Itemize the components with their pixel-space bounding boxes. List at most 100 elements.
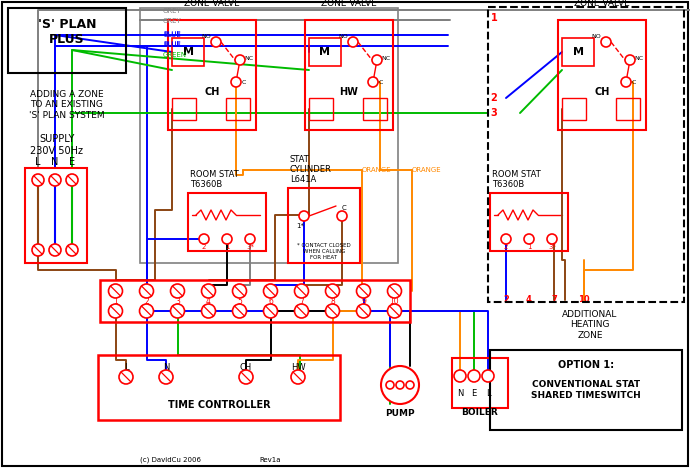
Text: L: L bbox=[35, 157, 41, 167]
Circle shape bbox=[337, 211, 347, 221]
Text: 'S' PLAN
PLUS: 'S' PLAN PLUS bbox=[38, 18, 96, 46]
Text: 3*: 3* bbox=[246, 244, 254, 250]
Bar bbox=[172, 98, 196, 120]
Text: N: N bbox=[388, 382, 393, 388]
Circle shape bbox=[368, 77, 378, 87]
Circle shape bbox=[482, 370, 494, 382]
Text: STAT: STAT bbox=[290, 155, 310, 164]
Circle shape bbox=[357, 284, 371, 298]
Text: M: M bbox=[573, 47, 584, 57]
Circle shape bbox=[199, 234, 209, 244]
Bar bbox=[25, 168, 87, 263]
Bar bbox=[490, 193, 568, 251]
Text: ROOM STAT: ROOM STAT bbox=[492, 170, 541, 179]
Text: 10: 10 bbox=[390, 297, 400, 306]
Text: 7: 7 bbox=[299, 297, 304, 306]
Circle shape bbox=[396, 381, 404, 389]
Text: L: L bbox=[124, 363, 128, 372]
Bar bbox=[288, 188, 360, 263]
Circle shape bbox=[233, 284, 246, 298]
Circle shape bbox=[139, 284, 153, 298]
Text: CH: CH bbox=[240, 363, 252, 372]
Circle shape bbox=[388, 304, 402, 318]
Circle shape bbox=[66, 244, 78, 256]
Circle shape bbox=[454, 370, 466, 382]
Text: E: E bbox=[398, 382, 402, 388]
Text: V4043H
ZONE VALVE: V4043H ZONE VALVE bbox=[574, 0, 630, 8]
Text: L: L bbox=[408, 382, 412, 388]
Text: V4043H
ZONE VALVE: V4043H ZONE VALVE bbox=[184, 0, 240, 8]
Bar bbox=[305, 20, 393, 130]
Circle shape bbox=[222, 234, 232, 244]
Circle shape bbox=[388, 284, 402, 298]
Circle shape bbox=[49, 174, 61, 186]
Bar bbox=[172, 38, 204, 66]
Text: N: N bbox=[51, 157, 59, 167]
Text: V4043H
ZONE VALVE: V4043H ZONE VALVE bbox=[321, 0, 377, 8]
Text: T6360B: T6360B bbox=[492, 180, 524, 189]
Text: 1: 1 bbox=[526, 244, 531, 250]
Text: M: M bbox=[319, 47, 331, 57]
Text: 2: 2 bbox=[491, 93, 497, 103]
Circle shape bbox=[326, 284, 339, 298]
Text: TIME CONTROLLER: TIME CONTROLLER bbox=[168, 400, 270, 410]
Bar bbox=[363, 98, 387, 120]
Text: 3*: 3* bbox=[548, 244, 556, 250]
Circle shape bbox=[372, 55, 382, 65]
Text: CH: CH bbox=[594, 87, 610, 97]
Bar bbox=[140, 8, 398, 263]
Circle shape bbox=[108, 284, 123, 298]
Bar bbox=[452, 358, 508, 408]
Circle shape bbox=[231, 77, 241, 87]
Text: NC: NC bbox=[381, 56, 390, 60]
Text: 6: 6 bbox=[268, 297, 273, 306]
Text: 2: 2 bbox=[144, 297, 149, 306]
Text: ADDING A ZONE
TO AN EXISTING
'S' PLAN SYSTEM: ADDING A ZONE TO AN EXISTING 'S' PLAN SY… bbox=[29, 90, 105, 120]
Circle shape bbox=[233, 304, 246, 318]
Text: 2: 2 bbox=[504, 244, 509, 250]
Text: PUMP: PUMP bbox=[385, 409, 415, 417]
Circle shape bbox=[66, 174, 78, 186]
Bar bbox=[309, 98, 333, 120]
Text: GREY: GREY bbox=[163, 18, 181, 24]
Bar bbox=[616, 98, 640, 120]
Circle shape bbox=[201, 284, 215, 298]
Circle shape bbox=[295, 284, 308, 298]
Circle shape bbox=[381, 366, 419, 404]
Text: NO: NO bbox=[201, 34, 211, 38]
Text: BLUE: BLUE bbox=[163, 32, 181, 38]
Bar bbox=[562, 38, 594, 66]
Text: C: C bbox=[379, 80, 384, 85]
Circle shape bbox=[170, 284, 184, 298]
Text: ROOM STAT: ROOM STAT bbox=[190, 170, 239, 179]
Circle shape bbox=[49, 244, 61, 256]
Text: 1: 1 bbox=[225, 244, 229, 250]
Text: * CONTACT CLOSED
WHEN CALLING
FOR HEAT: * CONTACT CLOSED WHEN CALLING FOR HEAT bbox=[297, 243, 351, 260]
Text: ORANGE: ORANGE bbox=[412, 167, 442, 173]
Text: 2: 2 bbox=[201, 244, 206, 250]
Text: 9: 9 bbox=[361, 297, 366, 306]
Text: C: C bbox=[342, 205, 346, 211]
Bar bbox=[490, 350, 682, 430]
Circle shape bbox=[32, 174, 44, 186]
Circle shape bbox=[326, 304, 339, 318]
Bar bbox=[562, 98, 586, 120]
Bar bbox=[188, 193, 266, 251]
Text: NC: NC bbox=[244, 56, 253, 60]
Bar bbox=[100, 280, 410, 322]
Text: 3: 3 bbox=[175, 297, 180, 306]
Circle shape bbox=[348, 37, 358, 47]
Text: NO: NO bbox=[591, 34, 601, 38]
Circle shape bbox=[159, 370, 173, 384]
Text: E: E bbox=[69, 157, 75, 167]
Bar bbox=[309, 38, 341, 66]
Text: CH: CH bbox=[204, 87, 219, 97]
Text: 4: 4 bbox=[206, 297, 211, 306]
Circle shape bbox=[119, 370, 133, 384]
Circle shape bbox=[299, 211, 309, 221]
Text: ORANGE: ORANGE bbox=[362, 167, 392, 173]
Circle shape bbox=[386, 381, 394, 389]
Text: T6360B: T6360B bbox=[190, 180, 222, 189]
Bar bbox=[488, 7, 684, 302]
Circle shape bbox=[621, 77, 631, 87]
